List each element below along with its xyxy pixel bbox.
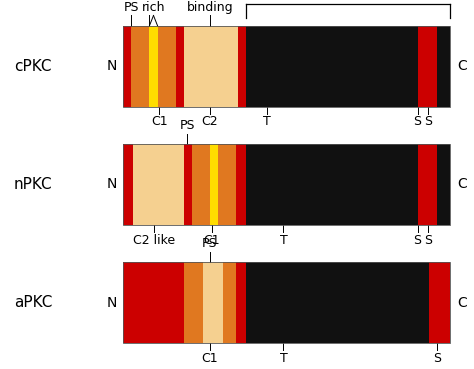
Text: S: S [424, 115, 432, 128]
Text: N: N [106, 59, 117, 73]
Bar [236, 144, 246, 225]
Bar [223, 262, 236, 343]
Bar [210, 144, 218, 225]
Text: C: C [457, 59, 467, 73]
Text: Ca²⁺
binding: Ca²⁺ binding [187, 0, 233, 14]
Bar [131, 26, 149, 107]
Bar [246, 26, 418, 107]
Bar [192, 144, 210, 225]
Bar [123, 144, 133, 225]
Bar [246, 144, 418, 225]
Text: C1: C1 [151, 115, 167, 128]
Text: T: T [280, 234, 287, 246]
Text: aPKC: aPKC [14, 295, 52, 310]
Text: C: C [457, 296, 467, 310]
Bar [175, 26, 184, 107]
Bar [123, 26, 450, 107]
Bar [203, 262, 223, 343]
Bar [218, 144, 236, 225]
Bar [184, 144, 192, 225]
Text: S: S [424, 234, 432, 246]
Bar [418, 144, 428, 225]
Text: C1: C1 [201, 352, 218, 365]
Text: S: S [414, 115, 421, 128]
Bar [418, 26, 428, 107]
Text: PS: PS [202, 237, 218, 250]
Text: S: S [433, 352, 441, 365]
Bar [157, 26, 175, 107]
Bar [123, 262, 450, 343]
Text: C1: C1 [203, 234, 220, 246]
Text: nPKC: nPKC [14, 177, 53, 192]
Text: N: N [106, 296, 117, 310]
Bar [428, 144, 437, 225]
Text: C2: C2 [201, 115, 218, 128]
Text: Cys
rich: Cys rich [142, 0, 165, 14]
Text: C2 like: C2 like [133, 234, 175, 246]
Bar [246, 262, 429, 343]
Bar [123, 26, 131, 107]
Text: T: T [280, 352, 287, 365]
Text: PS: PS [124, 1, 139, 14]
Bar [428, 26, 437, 107]
Bar [437, 144, 450, 225]
Bar [184, 26, 237, 107]
Text: S: S [414, 234, 421, 246]
Bar [123, 144, 450, 225]
Bar [149, 26, 157, 107]
Bar [184, 262, 203, 343]
Text: C: C [457, 177, 467, 192]
Text: cPKC: cPKC [14, 59, 52, 74]
Text: T: T [263, 115, 271, 128]
Bar [437, 26, 450, 107]
Bar [133, 144, 184, 225]
Text: N: N [106, 177, 117, 192]
Bar [236, 262, 246, 343]
Bar [429, 262, 450, 343]
Bar [237, 26, 246, 107]
Text: PS: PS [179, 119, 195, 132]
Bar [123, 262, 184, 343]
